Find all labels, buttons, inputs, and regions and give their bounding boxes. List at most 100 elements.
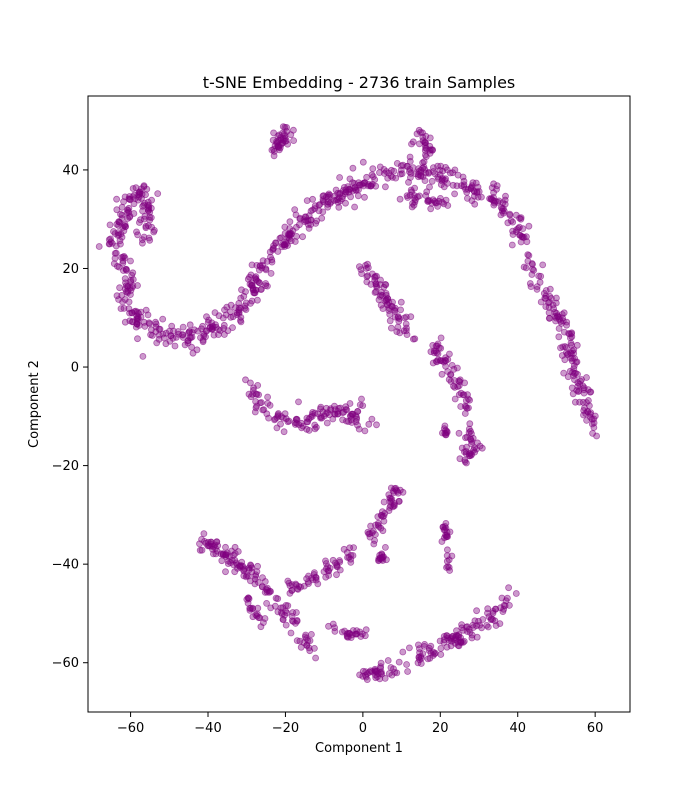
data-point bbox=[430, 349, 438, 357]
data-point bbox=[274, 248, 282, 255]
data-point bbox=[449, 181, 457, 189]
data-point bbox=[372, 668, 380, 676]
data-point bbox=[113, 195, 120, 203]
x-axis-label: Component 1 bbox=[315, 741, 403, 756]
data-point bbox=[331, 628, 339, 635]
data-point bbox=[415, 653, 423, 661]
data-point bbox=[324, 203, 332, 211]
data-point bbox=[530, 266, 538, 274]
data-point bbox=[186, 321, 194, 329]
data-point bbox=[367, 280, 375, 288]
data-point bbox=[113, 292, 121, 300]
data-point bbox=[179, 323, 187, 331]
data-point bbox=[206, 324, 214, 332]
data-point bbox=[262, 282, 270, 290]
data-point bbox=[200, 530, 208, 537]
data-point bbox=[144, 198, 152, 206]
data-point bbox=[466, 420, 474, 428]
data-point bbox=[403, 661, 411, 668]
data-point bbox=[381, 280, 389, 288]
data-point bbox=[512, 211, 520, 219]
data-point bbox=[347, 559, 355, 566]
data-point bbox=[412, 196, 419, 204]
data-point bbox=[304, 637, 312, 644]
data-point bbox=[307, 207, 315, 215]
data-point bbox=[365, 668, 373, 676]
data-point bbox=[473, 622, 481, 630]
data-point bbox=[343, 549, 351, 556]
data-point bbox=[334, 198, 342, 206]
data-point bbox=[447, 371, 455, 379]
data-point bbox=[326, 200, 334, 207]
data-point bbox=[229, 324, 236, 332]
data-point bbox=[467, 427, 474, 435]
data-point bbox=[470, 187, 478, 195]
data-point bbox=[420, 158, 428, 166]
data-point bbox=[284, 418, 292, 426]
data-point bbox=[419, 164, 427, 172]
data-point bbox=[299, 422, 307, 430]
data-point bbox=[119, 259, 127, 267]
data-point bbox=[338, 195, 346, 203]
data-point bbox=[256, 262, 264, 270]
data-point bbox=[272, 594, 280, 602]
data-point bbox=[493, 185, 500, 193]
data-point bbox=[377, 663, 385, 670]
data-point bbox=[260, 406, 268, 414]
data-point bbox=[249, 604, 257, 612]
data-point bbox=[365, 420, 373, 428]
data-point bbox=[339, 416, 347, 424]
data-point bbox=[242, 288, 249, 296]
data-point bbox=[414, 641, 422, 649]
data-point bbox=[363, 273, 371, 281]
data-point bbox=[282, 240, 290, 248]
data-point bbox=[405, 644, 413, 652]
data-point bbox=[347, 412, 355, 420]
data-point bbox=[248, 261, 256, 269]
data-point bbox=[397, 298, 405, 306]
data-point bbox=[580, 386, 588, 394]
data-point bbox=[567, 349, 574, 357]
data-point bbox=[346, 400, 354, 407]
data-point bbox=[271, 416, 278, 424]
data-point bbox=[394, 314, 402, 321]
data-point bbox=[269, 246, 277, 254]
data-point bbox=[440, 358, 448, 366]
data-point bbox=[319, 208, 327, 216]
data-point bbox=[426, 654, 434, 662]
data-point bbox=[407, 169, 415, 177]
data-point bbox=[202, 539, 210, 547]
data-point bbox=[120, 252, 128, 260]
data-point bbox=[517, 215, 525, 223]
data-point bbox=[179, 334, 187, 341]
data-point bbox=[264, 399, 272, 407]
data-point bbox=[380, 169, 388, 177]
data-point bbox=[312, 219, 320, 227]
y-axis-label: Component 2 bbox=[27, 360, 42, 448]
data-point bbox=[322, 193, 330, 201]
data-point bbox=[501, 200, 509, 208]
data-point bbox=[453, 627, 460, 635]
data-point bbox=[95, 243, 103, 250]
x-tick-label: 20 bbox=[432, 721, 449, 736]
data-point bbox=[331, 192, 338, 200]
data-point bbox=[133, 320, 141, 328]
data-point bbox=[369, 165, 377, 173]
data-point bbox=[354, 192, 362, 200]
data-point bbox=[135, 309, 142, 317]
data-point bbox=[231, 550, 239, 557]
data-point bbox=[233, 309, 241, 317]
y-axis-ticks: −60 −40 −20 0 20 40 bbox=[52, 163, 88, 671]
data-point bbox=[436, 357, 444, 364]
data-point bbox=[462, 459, 470, 467]
data-point bbox=[558, 310, 566, 318]
data-point bbox=[387, 324, 395, 332]
data-point bbox=[295, 221, 303, 229]
data-point bbox=[262, 265, 270, 273]
data-point bbox=[115, 218, 123, 226]
data-point bbox=[257, 623, 265, 631]
data-point bbox=[282, 621, 290, 629]
data-point bbox=[434, 340, 442, 348]
data-point bbox=[251, 580, 259, 588]
